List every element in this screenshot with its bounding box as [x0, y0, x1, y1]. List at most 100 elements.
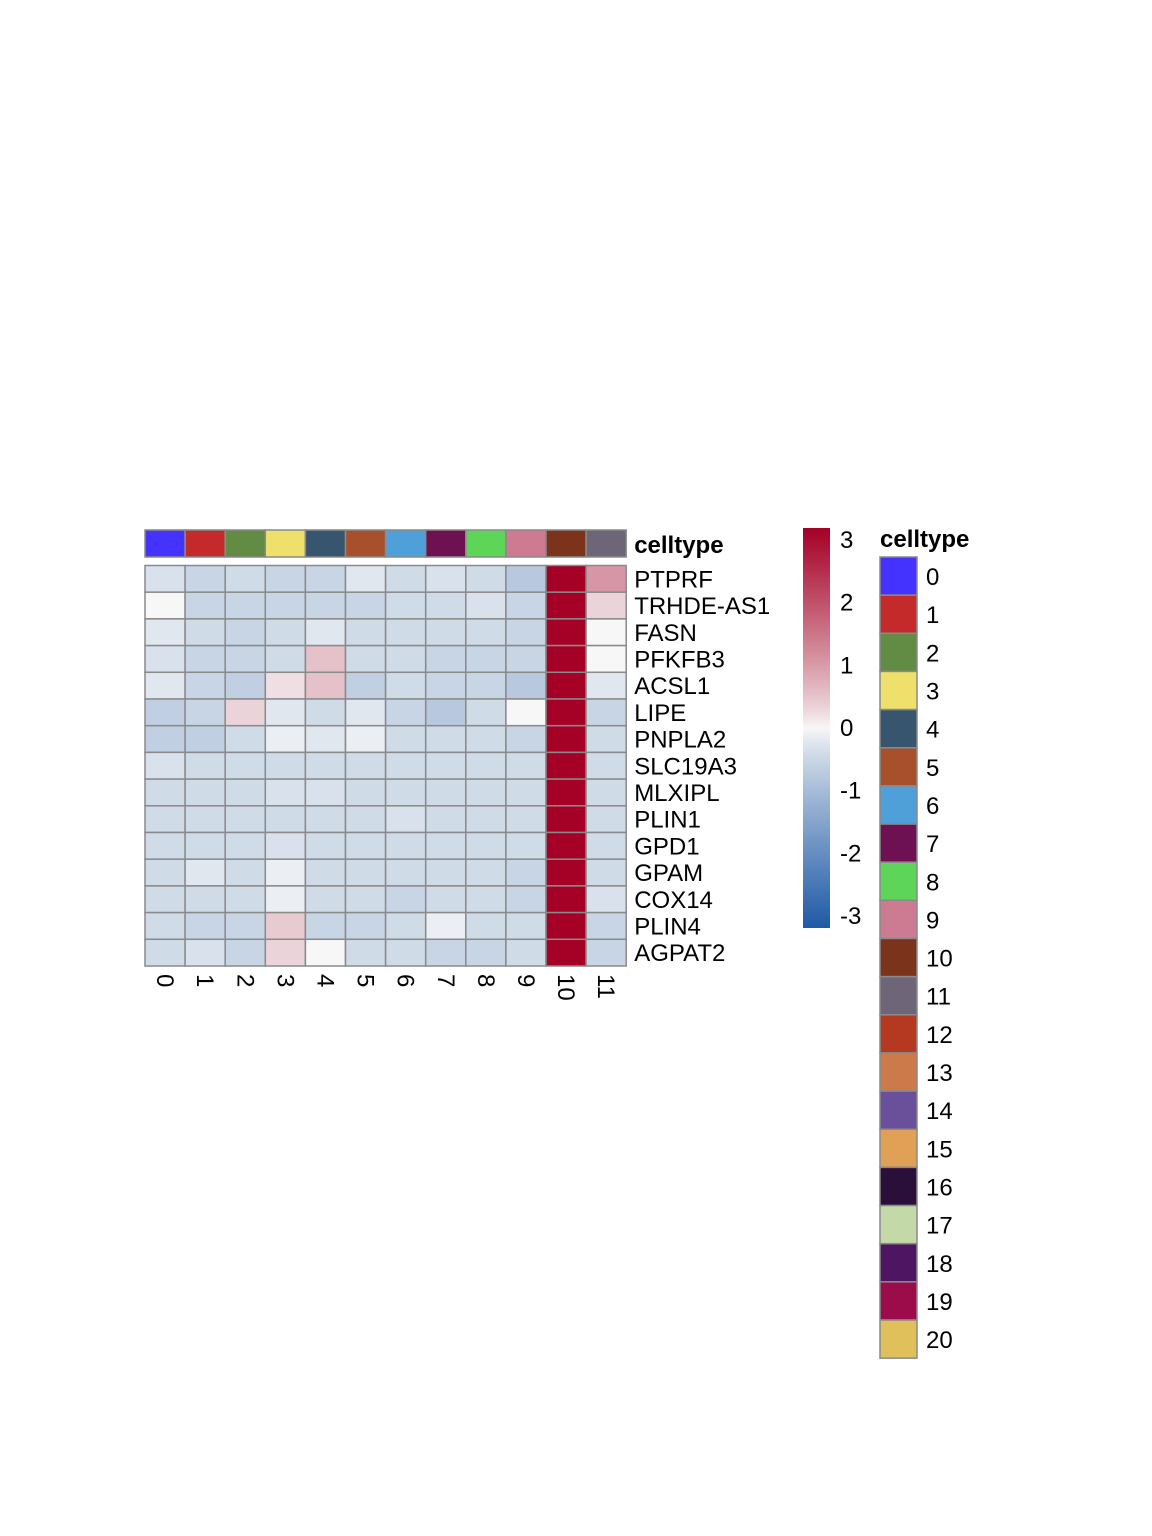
row-label: FASN — [634, 620, 697, 647]
heatmap-cell — [144, 885, 186, 914]
legend-swatch — [879, 1319, 918, 1359]
heatmap-cell — [344, 805, 387, 834]
heatmap-cell — [465, 938, 507, 967]
heatmap-cell — [424, 858, 467, 887]
scale-tick-label: 2 — [840, 590, 853, 617]
heatmap-cell — [224, 858, 267, 887]
row-label: LIPE — [634, 700, 686, 727]
heatmap-cell — [424, 698, 467, 727]
column-label: 3 — [271, 974, 298, 987]
heatmap-cell — [465, 805, 507, 834]
heatmap-cell — [264, 805, 307, 834]
heatmap-cell — [505, 618, 547, 647]
heatmap-cell — [184, 805, 226, 834]
heatmap-cell — [344, 724, 387, 754]
heatmap-cell — [224, 831, 267, 860]
legend-swatch — [879, 861, 918, 902]
heatmap-cell — [344, 564, 387, 593]
heatmap-cell — [344, 671, 387, 700]
heatmap-cell — [224, 778, 267, 807]
column-label: 1 — [191, 974, 218, 987]
heatmap-cell — [465, 831, 507, 860]
color-scale-bar — [803, 528, 830, 928]
heatmap-cell — [304, 724, 347, 754]
heatmap-cell — [144, 618, 186, 647]
heatmap-cell — [424, 831, 467, 860]
legend-label: 7 — [926, 831, 939, 858]
heatmap-cell — [424, 564, 467, 593]
heatmap-cell — [224, 751, 267, 780]
row-label: PTPRF — [634, 566, 713, 593]
heatmap-cell — [585, 805, 627, 834]
heatmap-cell — [384, 858, 427, 887]
heatmap-cell — [184, 644, 226, 674]
heatmap-cell — [264, 724, 307, 754]
legend-swatch — [879, 899, 918, 940]
heatmap-cell — [585, 911, 627, 941]
annotation-cell-4 — [304, 529, 347, 558]
scale-tick-label: -2 — [840, 840, 861, 867]
heatmap-cell — [264, 591, 307, 620]
heatmap-cell — [184, 564, 226, 593]
legend-label: 4 — [926, 717, 939, 744]
heatmap-cell — [224, 805, 267, 834]
heatmap-cell — [585, 618, 627, 647]
legend-label: 13 — [926, 1060, 953, 1087]
legend-label: 0 — [926, 564, 939, 591]
annotation-cell-8 — [465, 529, 507, 558]
heatmap-cell — [424, 778, 467, 807]
legend-swatch — [879, 975, 918, 1016]
heatmap-cell — [505, 778, 547, 807]
heatmap-cell — [184, 778, 226, 807]
row-label: PLIN4 — [634, 913, 701, 940]
column-label: 11 — [592, 974, 619, 999]
heatmap-cell — [545, 671, 587, 700]
heatmap-cell — [585, 671, 627, 700]
legend-swatch — [879, 1052, 918, 1092]
legend-swatch — [879, 823, 918, 863]
legend-swatch — [879, 1014, 918, 1054]
row-label: PFKFB3 — [634, 646, 725, 673]
heatmap-cell — [585, 831, 627, 860]
heatmap-cell — [585, 938, 627, 967]
legend-swatch — [879, 632, 918, 673]
heatmap-cell — [384, 698, 427, 727]
heatmap-cell — [344, 778, 387, 807]
heatmap-cell — [184, 938, 226, 967]
heatmap-cell — [585, 698, 627, 727]
heatmap-cell — [344, 938, 387, 967]
legend-label: 6 — [926, 793, 939, 820]
heatmap-cell — [545, 644, 587, 674]
heatmap-cell — [224, 724, 267, 754]
heatmap-cell — [264, 564, 307, 593]
legend-label: 14 — [926, 1098, 953, 1125]
annotation-cell-9 — [505, 529, 547, 558]
heatmap-cell — [545, 778, 587, 807]
heatmap-cell — [344, 644, 387, 674]
heatmap-cell — [384, 671, 427, 700]
heatmap-cell — [304, 778, 347, 807]
heatmap-cell — [585, 778, 627, 807]
heatmap-cell — [304, 671, 347, 700]
heatmap-cell — [264, 618, 307, 647]
heatmap-cell — [505, 564, 547, 593]
heatmap-cell — [505, 724, 547, 754]
legend-swatch — [879, 708, 918, 749]
legend-swatch — [879, 1242, 918, 1283]
column-label: 0 — [151, 974, 178, 987]
heatmap-cell — [264, 751, 307, 780]
annotation-cell-2 — [224, 529, 267, 558]
heatmap-cell — [465, 618, 507, 647]
heatmap-cell — [545, 724, 587, 754]
heatmap-cell — [344, 618, 387, 647]
row-label: SLC19A3 — [634, 753, 737, 780]
annotation-cell-11 — [585, 529, 627, 558]
celltype-annotation-bar — [144, 529, 627, 558]
heatmap-cell — [304, 618, 347, 647]
heatmap-cell — [224, 938, 267, 967]
heatmap-cell — [304, 591, 347, 620]
heatmap-cell — [465, 885, 507, 914]
heatmap-cell — [144, 564, 186, 593]
annotation-cell-0 — [144, 529, 186, 558]
